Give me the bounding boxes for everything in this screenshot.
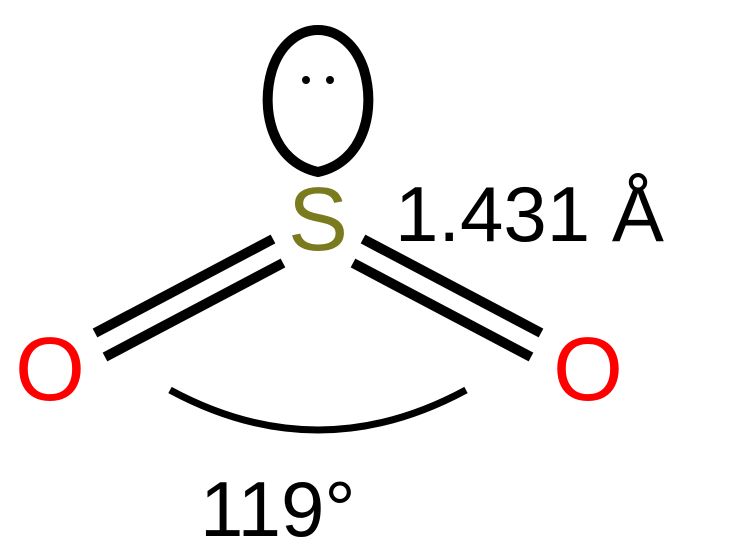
bond-length-label: 1.431 Å	[395, 175, 664, 253]
lone-pair-dot-right	[326, 76, 334, 84]
lone-pair-orbital	[268, 30, 369, 172]
lone-pair-dot-left	[302, 76, 310, 84]
bond-angle-label: 119°	[200, 470, 356, 548]
molecule-diagram: S O O 1.431 Å 119°	[0, 0, 741, 549]
atom-sulfur: S	[288, 175, 348, 265]
structure-svg	[0, 0, 741, 549]
atom-oxygen-left: O	[15, 325, 85, 415]
atom-oxygen-right: O	[553, 325, 623, 415]
bond-angle-arc	[170, 390, 466, 430]
